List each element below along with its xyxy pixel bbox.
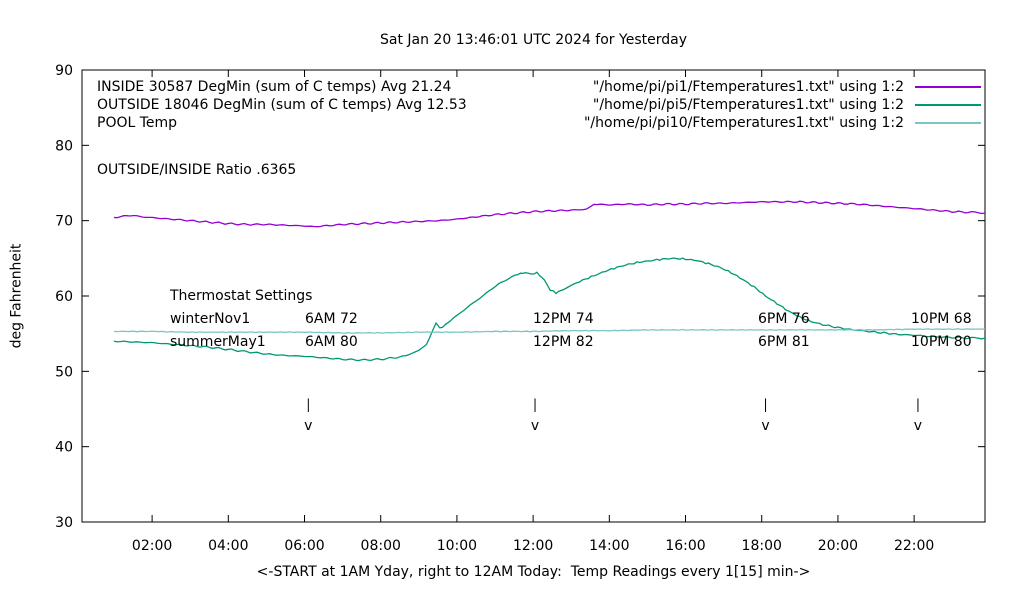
chart-title: Sat Jan 20 13:46:01 UTC 2024 for Yesterd… bbox=[380, 32, 687, 48]
legend-file-pool: "/home/pi/pi10/Ftemperatures1.txt" using… bbox=[583, 115, 904, 131]
legend-line-sample-inside bbox=[915, 86, 981, 88]
thermostat-winter-10pm: 10PM 68 bbox=[911, 311, 972, 327]
legend-label-pool: POOL Temp bbox=[97, 115, 178, 131]
thermostat-summer-12pm: 12PM 82 bbox=[533, 334, 594, 350]
legend-label-outside: OUTSIDE 18046 DegMin (sum of C temps) Av… bbox=[97, 97, 467, 113]
x-axis-label: <-START at 1AM Yday, right to 12AM Today… bbox=[256, 564, 811, 580]
legend-file-inside: "/home/pi/pi1/Ftemperatures1.txt" using … bbox=[592, 79, 904, 95]
series-line-inside bbox=[113, 200, 986, 228]
arrow-marker-head: v bbox=[761, 418, 769, 434]
thermostat-winter-6pm: 6PM 76 bbox=[758, 311, 810, 327]
x-tick-label: 18:00 bbox=[742, 538, 782, 554]
y-tick-label: 50 bbox=[55, 364, 73, 380]
y-tick-label: 70 bbox=[55, 214, 73, 230]
x-tick-label: 16:00 bbox=[665, 538, 705, 554]
x-tick-label: 14:00 bbox=[589, 538, 629, 554]
x-tick-label: 10:00 bbox=[437, 538, 477, 554]
series-line-pool bbox=[113, 328, 986, 334]
y-tick-label: 30 bbox=[55, 515, 73, 531]
x-tick-label: 20:00 bbox=[818, 538, 858, 554]
thermostat-winter-name: winterNov1 bbox=[170, 311, 251, 327]
y-tick-label: 60 bbox=[55, 289, 73, 305]
x-tick-label: 02:00 bbox=[132, 538, 172, 554]
x-tick-label: 12:00 bbox=[513, 538, 553, 554]
x-tick-label: 22:00 bbox=[894, 538, 934, 554]
legend-line-sample-pool bbox=[915, 122, 981, 124]
y-tick-label: 40 bbox=[55, 440, 73, 456]
thermostat-heading: Thermostat Settings bbox=[170, 288, 313, 304]
arrow-marker-head: v bbox=[304, 418, 312, 434]
thermostat-summer-6pm: 6PM 81 bbox=[758, 334, 810, 350]
y-axis-label: deg Fahrenheit bbox=[8, 243, 25, 349]
thermostat-summer-6am: 6AM 80 bbox=[305, 334, 358, 350]
ratio-annotation: OUTSIDE/INSIDE Ratio .6365 bbox=[97, 162, 297, 178]
series-line-outside bbox=[113, 257, 986, 362]
y-tick-label: 90 bbox=[55, 63, 73, 79]
thermostat-summer-10pm: 10PM 80 bbox=[911, 334, 972, 350]
thermostat-winter-6am: 6AM 72 bbox=[305, 311, 358, 327]
x-tick-label: 04:00 bbox=[208, 538, 248, 554]
y-tick-label: 80 bbox=[55, 138, 73, 154]
x-tick-label: 08:00 bbox=[361, 538, 401, 554]
legend-label-inside: INSIDE 30587 DegMin (sum of C temps) Avg… bbox=[97, 79, 452, 95]
legend-file-outside: "/home/pi/pi5/Ftemperatures1.txt" using … bbox=[592, 97, 904, 113]
arrow-marker-head: v bbox=[531, 418, 539, 434]
legend-line-sample-outside bbox=[915, 104, 981, 106]
thermostat-winter-12pm: 12PM 74 bbox=[533, 311, 594, 327]
arrow-marker-head: v bbox=[914, 418, 922, 434]
thermostat-summer-name: summerMay1 bbox=[170, 334, 266, 350]
x-tick-label: 06:00 bbox=[284, 538, 324, 554]
